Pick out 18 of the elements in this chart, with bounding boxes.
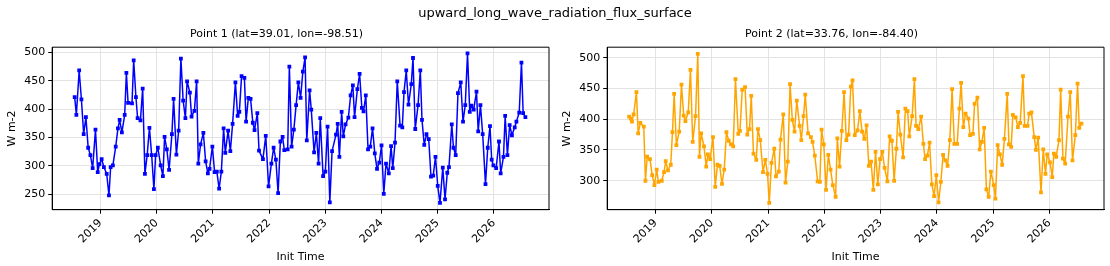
y-tick-label: 350 <box>24 130 46 144</box>
chart-title: Point 2 (lat=33.76, lon=-84.40) <box>744 27 919 41</box>
y-tick-label: 350 <box>579 142 601 156</box>
y-tick-label: 300 <box>579 173 601 187</box>
y-tick-label: 400 <box>579 112 601 126</box>
x-axis-title: Init Time <box>831 250 880 264</box>
y-tick-label: 300 <box>24 158 46 172</box>
y-tick-label: 450 <box>579 81 601 95</box>
y-axis-title: W m-2 <box>5 110 19 147</box>
y-tick-label: 500 <box>579 50 601 64</box>
y-tick-label: 500 <box>24 45 46 59</box>
y-axis-title: W m-2 <box>560 110 574 147</box>
text: upward_long_wave_radiation_flux_surface <box>417 5 693 20</box>
chart-title: Point 1 (lat=39.01, lon=-98.51) <box>189 27 364 41</box>
y-tick-label: 250 <box>24 187 46 201</box>
y-tick-label: 400 <box>24 101 46 115</box>
y-tick-label: 450 <box>24 73 46 87</box>
x-axis-title: Init Time <box>276 250 325 264</box>
